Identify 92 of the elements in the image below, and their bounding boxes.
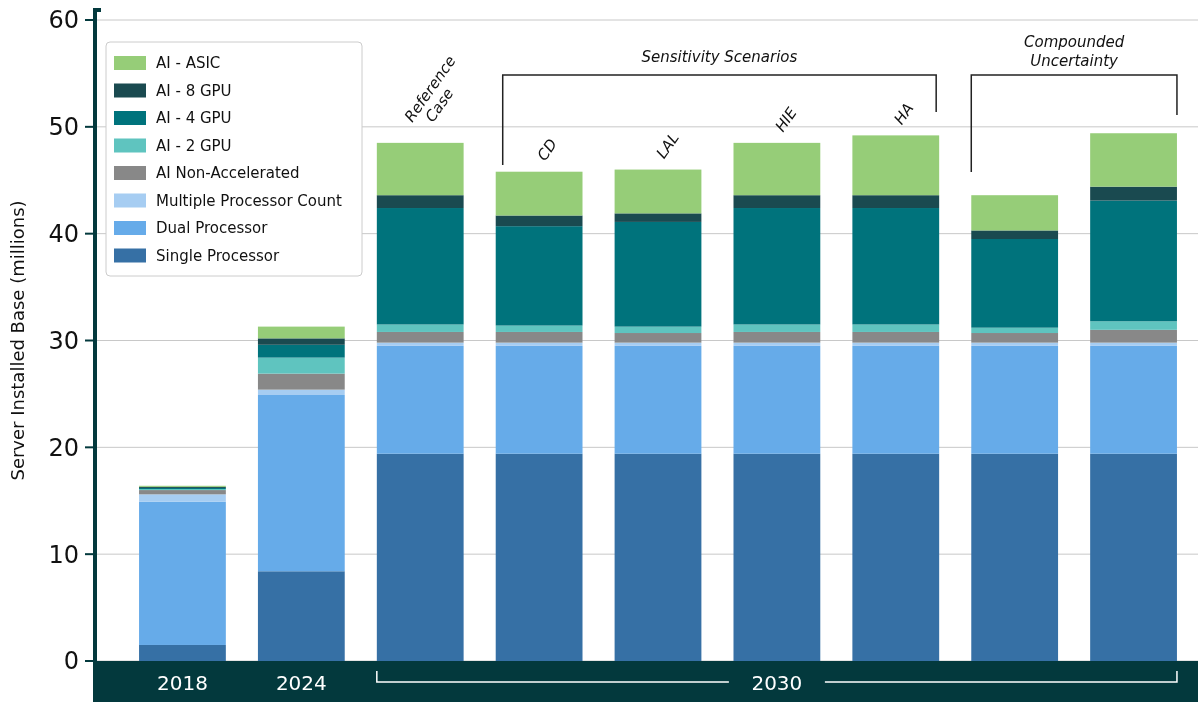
bar xyxy=(614,342,702,346)
legend-label: Multiple Processor Count xyxy=(156,191,343,210)
bar xyxy=(971,333,1059,343)
bar xyxy=(971,230,1059,240)
bar xyxy=(495,325,583,332)
bar xyxy=(1090,453,1177,661)
legend-label: AI - 4 GPU xyxy=(156,109,232,128)
bar xyxy=(1090,329,1177,343)
y-tick-label: 0 xyxy=(63,647,79,676)
bar xyxy=(614,326,702,334)
x-tick-label: 2018 xyxy=(156,671,208,695)
annotation: Sensitivity Scenarios xyxy=(641,48,798,66)
bar xyxy=(376,208,464,325)
y-axis-title: Server Installed Base (millions) xyxy=(7,200,28,481)
text: 2030 xyxy=(751,671,803,695)
bar xyxy=(733,208,821,325)
bar xyxy=(139,501,226,645)
bar xyxy=(139,494,226,502)
bar xyxy=(971,327,1059,334)
bar xyxy=(495,171,583,216)
bar xyxy=(852,345,940,454)
legend-label: AI - ASIC xyxy=(156,54,221,73)
bar xyxy=(733,331,821,343)
bar xyxy=(376,195,464,209)
bar xyxy=(733,345,821,454)
y-tick-label: 10 xyxy=(48,540,79,569)
bar xyxy=(376,342,464,346)
bar xyxy=(852,331,940,343)
bar xyxy=(376,345,464,454)
bar xyxy=(852,208,940,325)
bar xyxy=(495,215,583,227)
bar xyxy=(971,239,1059,328)
bar xyxy=(139,644,226,661)
bar xyxy=(733,142,821,196)
bar xyxy=(257,394,345,572)
x-tick-label: 2024 xyxy=(275,671,327,695)
bar xyxy=(139,490,226,495)
bar xyxy=(376,324,464,332)
bar xyxy=(1090,200,1177,322)
bar xyxy=(852,135,940,196)
bar xyxy=(257,373,345,390)
annotation: LAL xyxy=(652,129,683,162)
bar xyxy=(257,571,345,661)
bar xyxy=(733,324,821,332)
bar xyxy=(852,195,940,209)
legend-label: AI - 8 GPU xyxy=(156,81,232,100)
legend-label: Single Processor xyxy=(156,246,280,265)
bar xyxy=(257,344,345,358)
legend-label: AI - 2 GPU xyxy=(156,136,232,155)
bar xyxy=(852,453,940,661)
annotation: HA xyxy=(890,99,918,128)
bar xyxy=(1090,321,1177,330)
bar xyxy=(495,226,583,326)
bar xyxy=(971,342,1059,346)
bar xyxy=(733,453,821,661)
bar xyxy=(495,342,583,346)
bar xyxy=(852,342,940,346)
bar xyxy=(376,142,464,196)
bar xyxy=(257,326,345,339)
bar xyxy=(614,169,702,214)
bar xyxy=(614,453,702,661)
y-tick-label: 20 xyxy=(48,433,79,462)
bar xyxy=(1090,133,1177,187)
bar xyxy=(376,453,464,661)
bar xyxy=(257,338,345,345)
annotation: Compounded Uncertainty xyxy=(1023,33,1125,70)
bar xyxy=(852,324,940,332)
bar xyxy=(257,389,345,395)
bar xyxy=(614,345,702,454)
y-tick-label: 40 xyxy=(48,220,79,249)
bar xyxy=(971,345,1059,454)
bar xyxy=(614,333,702,343)
bar xyxy=(495,345,583,454)
bar xyxy=(1090,342,1177,346)
bar xyxy=(257,357,345,374)
bar xyxy=(971,195,1059,231)
legend-label: Dual Processor xyxy=(156,219,269,238)
bar xyxy=(614,213,702,222)
annotation: CD xyxy=(533,135,562,164)
legend-label: AI Non-Accelerated xyxy=(156,164,300,183)
y-tick-label: 60 xyxy=(48,6,79,35)
bar xyxy=(495,453,583,661)
bar xyxy=(971,453,1059,661)
y-tick-label: 30 xyxy=(48,326,79,355)
bar xyxy=(495,331,583,343)
bar xyxy=(1090,345,1177,454)
bar xyxy=(1090,186,1177,201)
bar xyxy=(733,195,821,209)
bar xyxy=(614,221,702,327)
y-tick-label: 50 xyxy=(48,113,79,142)
bar xyxy=(733,342,821,346)
bar xyxy=(376,331,464,343)
